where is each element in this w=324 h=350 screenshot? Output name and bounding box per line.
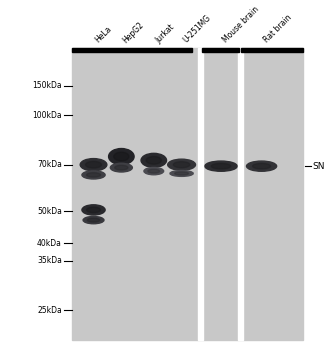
Text: Rat brain: Rat brain — [261, 13, 293, 45]
Text: 100kDa: 100kDa — [32, 111, 62, 120]
Text: U-251MG: U-251MG — [182, 13, 213, 45]
Ellipse shape — [175, 172, 189, 175]
Bar — [238, 48, 243, 340]
Text: SNRNP70: SNRNP70 — [313, 162, 324, 171]
Text: Mouse brain: Mouse brain — [221, 5, 261, 45]
Ellipse shape — [247, 161, 277, 171]
Bar — [202, 48, 239, 52]
Ellipse shape — [86, 161, 101, 168]
Ellipse shape — [115, 165, 128, 170]
Text: Jurkat: Jurkat — [154, 22, 176, 45]
Ellipse shape — [109, 148, 134, 164]
Ellipse shape — [110, 163, 132, 172]
Ellipse shape — [148, 169, 160, 173]
Text: 70kDa: 70kDa — [37, 160, 62, 169]
Ellipse shape — [87, 173, 100, 177]
Ellipse shape — [170, 170, 193, 176]
Ellipse shape — [205, 161, 237, 171]
Text: 40kDa: 40kDa — [37, 239, 62, 248]
Ellipse shape — [173, 162, 190, 168]
Bar — [241, 48, 303, 52]
Ellipse shape — [144, 168, 164, 175]
Text: 150kDa: 150kDa — [32, 82, 62, 91]
Ellipse shape — [211, 163, 231, 169]
Text: 35kDa: 35kDa — [37, 257, 62, 265]
Ellipse shape — [87, 207, 100, 213]
Ellipse shape — [168, 159, 195, 170]
Text: HepG2: HepG2 — [122, 20, 146, 45]
Ellipse shape — [252, 163, 271, 169]
Text: 25kDa: 25kDa — [37, 306, 62, 315]
Bar — [72, 48, 303, 340]
Ellipse shape — [82, 205, 105, 215]
Text: 50kDa: 50kDa — [37, 207, 62, 216]
Bar — [72, 48, 191, 52]
Ellipse shape — [114, 152, 129, 161]
Ellipse shape — [83, 216, 104, 224]
Ellipse shape — [87, 218, 100, 222]
Ellipse shape — [80, 159, 107, 171]
Ellipse shape — [141, 153, 167, 167]
Ellipse shape — [82, 171, 105, 179]
Text: HeLa: HeLa — [94, 25, 114, 45]
Ellipse shape — [146, 156, 161, 164]
Bar — [198, 48, 203, 340]
